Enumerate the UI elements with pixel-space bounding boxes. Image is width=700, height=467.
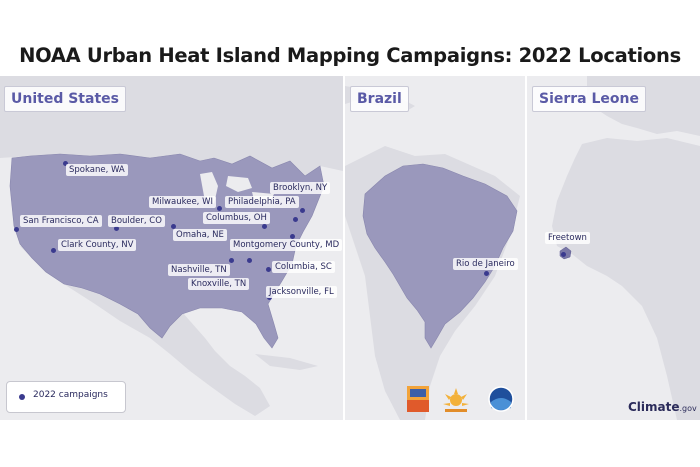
philadelphia-marker [293,217,298,222]
map-legend: 2022 campaigns [6,381,126,413]
columbia-marker [266,267,271,272]
sierra-leone-panel: Sierra Leone Freetown [527,76,700,420]
spokane-marker [63,161,68,166]
city-label-omaha: Omaha, NE [173,229,227,241]
us-panel: United States Spokane, WA Brooklyn, NY M… [0,76,343,420]
brazil-map [345,76,525,420]
freetown-marker [561,252,566,257]
map-title: NOAA Urban Heat Island Mapping Campaigns… [19,44,681,67]
city-label-rio: Rio de Janeiro [453,258,518,270]
city-label-spokane: Spokane, WA [66,164,128,176]
legend-label: 2022 campaigns [33,390,108,400]
sierra-leone-panel-label: Sierra Leone [532,86,647,112]
knoxville-marker [247,258,252,263]
city-label-milwaukee: Milwaukee, WI [149,196,216,208]
city-label-brooklyn: Brooklyn, NY [270,182,331,194]
city-label-jacksonville: Jacksonville, FL [266,286,337,298]
city-label-columbia: Columbia, SC [272,261,335,273]
climate-gov-name: Climate [628,400,680,414]
boulder-marker [114,226,119,231]
city-label-clark-county: Clark County, NV [58,239,137,251]
city-label-san-francisco: San Francisco, CA [20,215,102,227]
san-francisco-marker [14,227,19,232]
city-label-montgomery-county: Montgomery County, MD [230,239,343,251]
climate-gov-logo: Climate.gov [628,400,697,414]
omaha-marker [171,224,176,229]
city-label-knoxville: Knoxville, TN [188,278,250,290]
city-label-nashville: Nashville, TN [168,264,230,276]
rio-marker [484,271,489,276]
city-label-boulder: Boulder, CO [108,215,165,227]
clark-county-marker [51,248,56,253]
legend-marker [19,394,25,400]
brazil-panel: Brazil Rio de Janeiro [345,76,525,420]
city-label-freetown: Freetown [545,232,590,244]
map-panels: United States Spokane, WA Brooklyn, NY M… [0,76,700,420]
columbus-marker [262,224,267,229]
sierra-leone-map [527,76,700,420]
brazil-panel-label: Brazil [350,86,409,112]
brazil-highlight [362,163,518,349]
climate-gov-suffix: .gov [679,404,697,413]
city-label-philadelphia: Philadelphia, PA [225,196,299,208]
milwaukee-marker [217,206,222,211]
us-panel-label: United States [4,86,126,112]
brooklyn-marker [300,208,305,213]
montgomery-county-marker [290,234,295,239]
city-label-columbus: Columbus, OH [203,212,270,224]
nashville-marker [229,258,234,263]
